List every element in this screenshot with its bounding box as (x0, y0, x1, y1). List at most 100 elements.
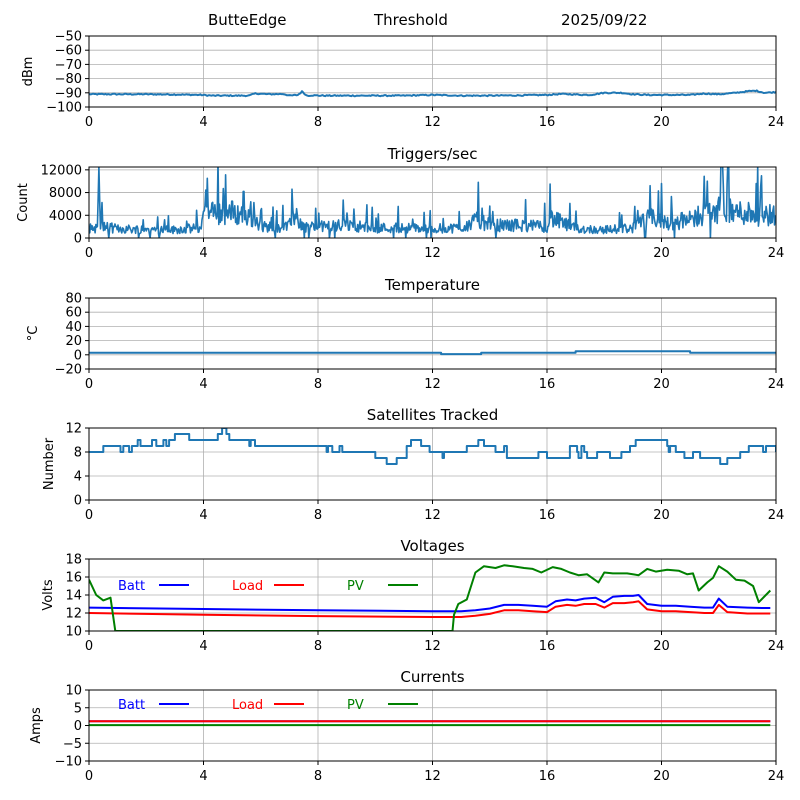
series-line-satellites (89, 428, 776, 465)
y-tick-label: 8 (74, 446, 82, 461)
y-tick-label: 0 (74, 232, 82, 247)
x-tick-label: 16 (539, 377, 556, 392)
y-tick-label: −80 (55, 72, 82, 87)
y-tick-label: 40 (65, 320, 82, 335)
y-axis-label: °C (26, 326, 41, 342)
x-tick-label: 0 (85, 115, 93, 130)
series-group (89, 564, 772, 631)
y-axis-label: dBm (21, 57, 36, 87)
legend-label-pv: PV (347, 579, 364, 594)
x-tick-label: 8 (314, 508, 322, 523)
x-tick-label: 4 (199, 246, 207, 261)
x-tick-label: 20 (653, 246, 670, 261)
series-group (89, 350, 776, 356)
x-tick-label: 12 (424, 377, 441, 392)
y-tick-label: 8000 (49, 186, 82, 201)
x-tick-label: 16 (539, 769, 556, 784)
date-label: 2025/09/22 (561, 11, 648, 29)
y-tick-label: −60 (55, 44, 82, 59)
x-tick-label: 4 (199, 769, 207, 784)
series-line-batt (89, 594, 771, 613)
y-axis-label: Count (16, 183, 31, 222)
y-tick-label: 20 (65, 334, 82, 349)
x-tick-label: 4 (199, 377, 207, 392)
panel-dbm: 0 4 8 12 16 20 24 −100−90−80−70−60−50 dBm (21, 30, 784, 131)
y-tick-label: −70 (55, 58, 82, 73)
legend-label-load: Load (232, 579, 263, 594)
panel-title: Triggers/sec (387, 145, 478, 163)
panel-title: Currents (400, 668, 464, 686)
x-tick-label: 12 (424, 769, 441, 784)
y-tick-label: 0 (74, 348, 82, 363)
panel-title: Temperature (384, 276, 480, 294)
panel-satellites: 0 4 8 12 16 20 24 0 4 8 12 Satellites Tracked Number (42, 406, 784, 523)
x-tick-label: 0 (85, 639, 93, 654)
x-tick-label: 24 (768, 377, 785, 392)
x-tick-label: 16 (539, 115, 556, 130)
y-tick-label: −100 (46, 101, 82, 116)
y-tick-label: −90 (55, 86, 82, 101)
x-tick-label: 8 (314, 115, 322, 130)
x-tick-label: 24 (768, 508, 785, 523)
station-name: ButteEdge (208, 11, 287, 29)
panel-voltages: 0 4 8 12 16 20 24 10 12 14 16 18 Voltages Volts Batt Lo… (41, 537, 784, 654)
x-tick-label: 24 (768, 639, 785, 654)
x-tick-label: 24 (768, 769, 785, 784)
x-tick-label: 20 (653, 639, 670, 654)
x-tick-label: 0 (85, 769, 93, 784)
y-axis-label: Number (42, 437, 57, 490)
x-tick-label: 0 (85, 508, 93, 523)
x-tick-label: 24 (768, 115, 785, 130)
x-tick-label: 4 (199, 508, 207, 523)
panel-title: Satellites Tracked (367, 406, 498, 424)
y-tick-label: 4000 (49, 209, 82, 224)
x-tick-label: 20 (653, 115, 670, 130)
y-tick-label: 12000 (41, 163, 82, 178)
x-tick-label: 12 (424, 246, 441, 261)
legend-label-pv: PV (347, 698, 364, 713)
legend-label-load: Load (232, 698, 263, 713)
series-line-threshold (89, 89, 776, 98)
y-tick-label: 14 (65, 589, 82, 604)
x-tick-label: 4 (199, 639, 207, 654)
legend-label-batt: Batt (118, 579, 145, 594)
y-tick-label: 16 (65, 571, 82, 586)
series-line-pv (89, 564, 772, 631)
x-tick-label: 4 (199, 115, 207, 130)
series-group (89, 89, 776, 98)
y-tick-label: 10 (65, 684, 82, 699)
y-tick-label: 0 (74, 494, 82, 509)
x-tick-label: 12 (424, 639, 441, 654)
y-tick-label: −5 (63, 737, 82, 752)
x-tick-label: 20 (653, 377, 670, 392)
panel-triggers: 0 4 8 12 16 20 24 0 4000 8000 12000 Triggers/sec Cou… (16, 145, 784, 261)
series-line-temperature (89, 350, 776, 356)
y-tick-label: −20 (55, 363, 82, 378)
x-tick-label: 16 (539, 246, 556, 261)
panel-title: Voltages (400, 537, 464, 555)
y-tick-label: −10 (55, 755, 82, 770)
x-tick-label: 12 (424, 508, 441, 523)
y-tick-label: 18 (65, 553, 82, 568)
y-tick-label: 12 (65, 422, 82, 437)
y-tick-label: 60 (65, 306, 82, 321)
x-tick-label: 8 (314, 246, 322, 261)
x-tick-label: 16 (539, 639, 556, 654)
series-line-load (89, 600, 771, 618)
y-tick-label: 12 (65, 607, 82, 622)
y-tick-label: 0 (74, 719, 82, 734)
x-tick-label: 20 (653, 508, 670, 523)
legend-label-batt: Batt (118, 698, 145, 713)
x-tick-label: 16 (539, 508, 556, 523)
x-tick-label: 8 (314, 769, 322, 784)
mode-label: Threshold (374, 11, 448, 29)
x-tick-label: 20 (653, 769, 670, 784)
x-tick-label: 0 (85, 377, 93, 392)
y-axis-label: Volts (41, 579, 56, 611)
x-tick-label: 24 (768, 246, 785, 261)
x-tick-label: 12 (424, 115, 441, 130)
y-tick-label: 5 (74, 701, 82, 716)
y-tick-label: 10 (65, 625, 82, 640)
